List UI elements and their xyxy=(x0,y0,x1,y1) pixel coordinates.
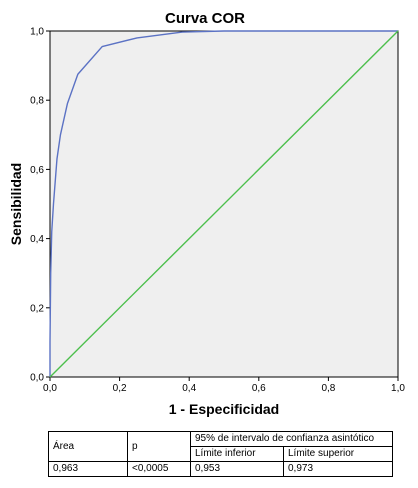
x-tick-label: 0,2 xyxy=(113,383,127,394)
y-tick-label: 0,4 xyxy=(30,234,44,245)
y-tick-label: 0,6 xyxy=(30,165,44,176)
x-tick-label: 0,0 xyxy=(43,383,57,394)
area-value: 0,963 xyxy=(48,461,128,477)
x-tick-label: 0,8 xyxy=(321,383,335,394)
reference-diagonal-line xyxy=(49,30,399,378)
x-axis-title: 1 - Especificidad xyxy=(169,401,279,417)
area-header: Área xyxy=(48,431,128,462)
ci-header: 95% de intervalo de confianza asintótico xyxy=(190,431,393,447)
roc-chart: Curva COR 0,0 0,2 0,4 0,6 0,8 1,0 0,0 0,2 0,4 0,6… xyxy=(8,10,405,417)
roc-curve-line xyxy=(49,30,398,377)
y-axis-title: Sensibilidad xyxy=(8,163,24,245)
y-tick-label: 1,0 xyxy=(30,27,44,38)
chart-title: Curva COR xyxy=(165,10,245,27)
x-tick-label: 0,4 xyxy=(182,383,196,394)
auc-table: Área p 95% de intervalo de confianza asi… xyxy=(48,431,393,477)
upper-limit-value: 0,973 xyxy=(283,461,393,477)
table-row: 0,963 <0,0005 0,953 0,973 xyxy=(48,461,393,477)
x-tick-label: 1,0 xyxy=(391,383,405,394)
upper-limit-header: Límite superior xyxy=(283,446,393,462)
x-tick-label: 0,6 xyxy=(252,383,266,394)
lower-limit-header: Límite inferior xyxy=(190,446,284,462)
y-tick-label: 0,8 xyxy=(30,96,44,107)
series-group xyxy=(49,30,399,378)
table-header-row: Área p 95% de intervalo de confianza asi… xyxy=(48,431,393,462)
y-tick-label: 0,0 xyxy=(30,373,44,384)
p-header: p xyxy=(127,431,191,462)
table-subheader-row: Límite inferior Límite superior xyxy=(49,446,393,462)
axis-ticks: 0,0 0,2 0,4 0,6 0,8 1,0 0,0 0,2 0,4 0,6 0,8 1,0 xyxy=(30,27,405,395)
lower-limit-value: 0,953 xyxy=(190,461,284,477)
p-value: <0,0005 xyxy=(127,461,191,477)
y-tick-label: 0,2 xyxy=(30,303,44,314)
